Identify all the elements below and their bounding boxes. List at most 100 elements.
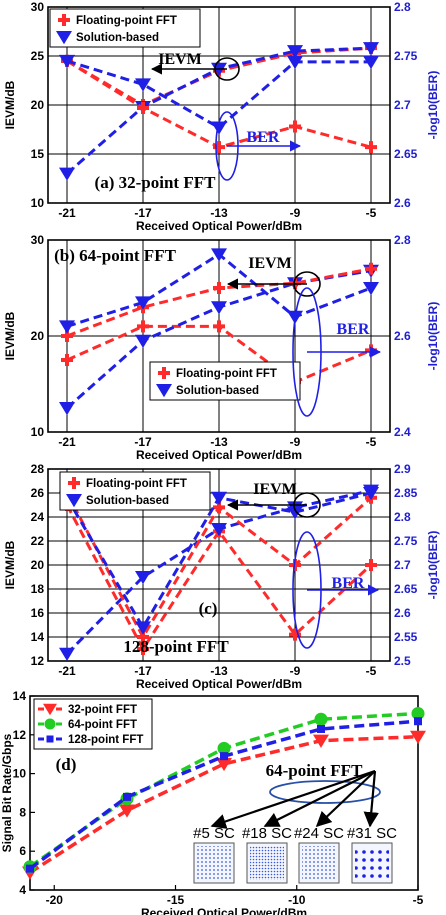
panel1-ber-label: BER: [247, 129, 280, 146]
panel4-y-axis-label: Signal Bit Rate/Gbps: [0, 733, 14, 852]
panel3-point-solution: [363, 487, 379, 501]
panel3-legend-label-solution: Solution-based: [86, 495, 169, 507]
panel1-point-solution: [59, 167, 75, 181]
panel3-y2-tick-label: 2.55: [394, 630, 418, 644]
panel4-legend-label: 32-point FFT: [68, 704, 137, 716]
panel4-pointer-arrow: [263, 770, 376, 827]
panel3-point-solution: [135, 621, 151, 635]
panel4-point-64: [411, 706, 425, 720]
panel3-y-tick-label: 28: [31, 462, 45, 476]
panel2-point-solution: [135, 296, 151, 310]
panel4-x-axis-label: Received Optical Power/dBm: [141, 906, 307, 915]
panel4-constellation-dots: [302, 846, 336, 880]
panel3-y-tick-label: 18: [31, 582, 45, 596]
panel3-y2-tick-label: 2.6: [394, 606, 411, 620]
panel2-point-floating: [365, 262, 377, 275]
panel4-point-64: [314, 712, 328, 726]
panel3-legend-marker-solution: [66, 494, 82, 508]
panel4-x-tick-label: -15: [167, 893, 185, 907]
panel4-x-tick-label: -10: [288, 893, 306, 907]
panel3-y-tick-label: 24: [31, 510, 45, 524]
panel1-point-floating: [137, 101, 149, 114]
panel2-plot-frame: [47, 239, 391, 433]
panel3-y-tick-label: 22: [31, 534, 45, 548]
panel3-point-solution: [211, 523, 227, 537]
panel1-x-tick-label: -9: [290, 206, 301, 220]
panel2-point-floating-shape: [61, 354, 73, 366]
panel4-series-line: [29, 734, 419, 875]
panel4-y-tick-label: 4: [19, 883, 26, 897]
panel1-point-floating-shape: [137, 101, 149, 114]
panel2-legend-label-solution: Solution-based: [176, 385, 259, 397]
panel1-point-floating: [289, 120, 301, 133]
panel2-x-tick-label: -9: [290, 435, 301, 449]
panel1-x-tick-label: -21: [58, 206, 76, 220]
panel2-legend-marker-floating: [158, 367, 170, 379]
panel2-point-floating: [137, 320, 149, 333]
panel1-y-tick-label: 20: [31, 98, 45, 112]
panel1-point-solution: [363, 42, 379, 56]
panel4-point-32: [119, 804, 135, 818]
panel1-y-tick-label: 30: [31, 0, 45, 14]
panel3-point-solution: [211, 491, 227, 505]
panel3-plot-frame: [47, 468, 391, 662]
panel1-legend-marker-floating: [58, 14, 70, 26]
panel2-legend-label-floating: Floating-point FFT: [176, 368, 277, 380]
panel4-pointer-arrow: [210, 769, 376, 829]
panel2-point-solution: [211, 248, 227, 262]
panel2-point-floating: [365, 344, 377, 357]
panel3-point-floating-shape: [137, 643, 149, 655]
panel4-legend-label: 64-point FFT: [68, 719, 137, 731]
panel1-y2-tick-label: 2.8: [394, 0, 411, 14]
panel2-y-tick-label: 30: [31, 233, 45, 247]
panel2-point-floating-shape: [213, 282, 225, 294]
panel1-point-solution: [363, 55, 379, 70]
panel4-point-32: [216, 757, 232, 772]
panel4-y-tick-label: 10: [13, 767, 27, 781]
panel1-x-tick-label: -17: [134, 206, 152, 220]
panel3-y-tick-label: 12: [31, 654, 45, 668]
panel4-sc-label: #18 SC: [242, 825, 292, 842]
panel2-y-axis-label: IEVM/dB: [3, 311, 17, 360]
panel1-point-solution: [59, 54, 75, 69]
panel1-y2-axis-label: -log10(BER): [426, 71, 440, 140]
panel4-sc-label: #31 SC: [347, 825, 397, 842]
panel2-y2-tick-label: 2.6: [394, 329, 411, 343]
panel4-constellation-dots: [250, 846, 284, 880]
panel3-y-tick-label: 20: [31, 558, 45, 572]
panel1-y-tick-label: 25: [31, 49, 45, 63]
panel2-point-floating: [213, 282, 225, 294]
panel3-point-solution: [287, 506, 303, 520]
panel4-x-tick-label: -20: [46, 893, 64, 907]
panel1-point-floating-shape: [213, 141, 225, 154]
panel2-point-floating-shape: [365, 344, 377, 357]
panel3-point-floating: [137, 643, 149, 655]
panel4-inset-ellipse: [269, 780, 381, 804]
panel3-y2-tick-label: 2.8: [394, 510, 411, 524]
panel4-constellation-dots: [197, 846, 231, 880]
panel3-legend-marker-floating: [68, 477, 80, 489]
panel3-y-tick-label: 14: [31, 630, 45, 644]
panel2-y-tick-label: 20: [31, 329, 45, 343]
panel1-y2-tick-label: 2.7: [394, 98, 411, 112]
panel2-title: (b) 64-point FFT: [54, 246, 177, 265]
panel2-point-solution: [363, 282, 379, 296]
panel4-point-64: [217, 741, 231, 755]
panel4-plot-frame: [29, 695, 419, 891]
panel3-letter: (c): [199, 599, 218, 618]
panel4-x-tick-label: -5: [413, 893, 424, 907]
panel2-point-solution: [59, 320, 75, 334]
panel1-legend-label-floating: Floating-point FFT: [76, 15, 177, 27]
panel2-ievm-label: IEVM: [248, 255, 292, 272]
panel1-point-floating-shape: [289, 120, 301, 133]
panel2-point-solution: [135, 334, 151, 348]
panel3-x-tick-label: -5: [366, 664, 377, 678]
panel1-legend-marker-solution: [56, 31, 72, 45]
panel3-y-axis-label: IEVM/dB: [3, 540, 17, 589]
panel1-y2-tick-label: 2.6: [394, 196, 411, 210]
panel4-point-128: [26, 864, 34, 873]
panel3-ievm-label: IEVM: [253, 481, 297, 498]
panel4-point-32: [410, 730, 426, 744]
panel1-x-axis-label: Received Optical Power/dBm: [136, 219, 302, 233]
